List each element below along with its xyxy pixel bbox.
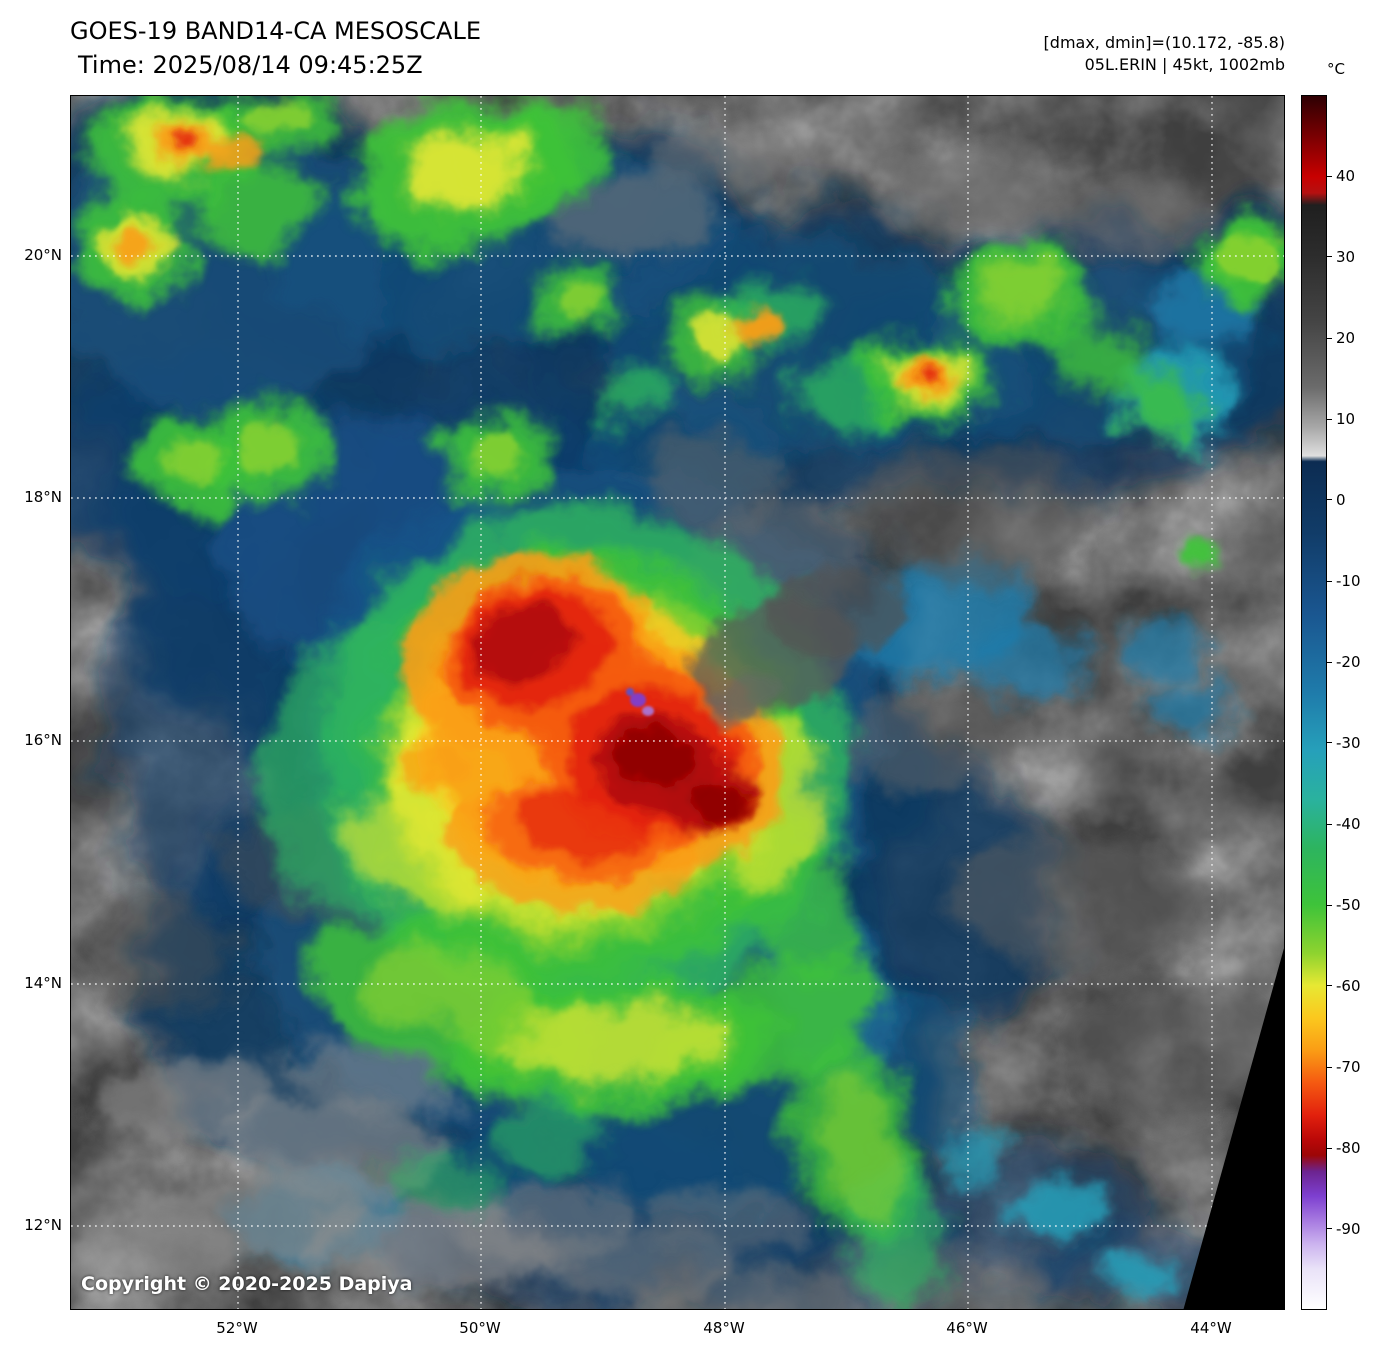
colorbar-tick-label: 10 [1336,410,1356,428]
range-info: [dmax, dmin]=(10.172, -85.8) [1043,33,1285,52]
colorbar-tick [1327,418,1332,420]
colorbar-labels: 40 30 20 10 0 -10 -20 -30 -40 -50 -60 -70 -80 -90 [1327,95,1389,1310]
colorbar-tick-label: -60 [1336,976,1361,995]
colorbar-tick-label: 0 [1336,490,1346,509]
colorbar-tick [1327,823,1332,825]
latitude-label: 14°N [24,974,62,992]
latitude-label: 18°N [24,488,62,506]
layer-red [172,130,944,881]
colorbar-tick [1327,580,1332,582]
colorbar-tick-label: -30 [1336,733,1361,752]
storm-info: 05L.ERIN | 45kt, 1002mb [1084,55,1285,74]
colorbar-tick [1327,1066,1332,1068]
colorbar-unit-label: °C [1327,60,1345,78]
colorbar-tick-label: -20 [1336,653,1361,671]
colorbar-tick [1327,499,1332,501]
colorbar-tick [1327,1228,1332,1230]
colorbar-tick-label: 40 [1336,167,1356,185]
colorbar-tick-label: -50 [1336,896,1361,914]
colorbar-tick [1327,985,1332,987]
colorbar-tick [1327,742,1332,744]
longitude-label: 46°W [946,1319,988,1337]
longitude-label: 48°W [703,1319,745,1337]
info-block: [dmax, dmin]=(10.172, -85.8) 05L.ERIN | … [1044,32,1285,76]
latitude-label: 12°N [24,1216,62,1234]
title-block: GOES-19 BAND14-CA MESOSCALE Time: 2025/0… [70,14,481,82]
colorbar-tick [1327,337,1332,339]
colorbar-tick-label: -40 [1336,815,1361,833]
longitude-label: 52°W [216,1319,258,1337]
colorbar-tick [1327,661,1332,663]
colorbar-tick-label: -10 [1336,572,1361,590]
layer-gray-notch [692,565,906,724]
latitude-label: 20°N [24,246,62,264]
colorbar-tick-label: 30 [1336,247,1356,266]
colorbar [1301,95,1327,1310]
latlon-grid [71,96,1284,1309]
colorbar-tick [1327,175,1332,177]
satellite-image [71,96,1284,1309]
product-title: GOES-19 BAND14-CA MESOSCALE [70,17,481,45]
colorbar-tick-label: -90 [1336,1219,1361,1238]
copyright-text: Copyright © 2020-2025 Dapiya [81,1273,413,1295]
colorbar-tick [1327,1147,1332,1149]
longitude-label: 50°W [459,1319,501,1337]
satellite-map: Copyright © 2020-2025 Dapiya [70,95,1285,1310]
latitude-label: 16°N [24,731,62,749]
colorbar-tick-label: -70 [1336,1058,1361,1076]
colorbar-tick [1327,256,1332,258]
colorbar-tick [1327,904,1332,906]
no-data-wedge [1183,948,1284,1309]
layer-purple-cold-spots [626,688,654,716]
timestamp: Time: 2025/08/14 09:45:25Z [78,51,423,79]
colorbar-tick-label: 20 [1336,329,1356,347]
layer-gray-clouds [71,120,1284,1309]
longitude-label: 44°W [1190,1319,1232,1337]
cloud-layers [71,96,1284,1309]
colorbar-tick-label: -80 [1336,1139,1361,1157]
